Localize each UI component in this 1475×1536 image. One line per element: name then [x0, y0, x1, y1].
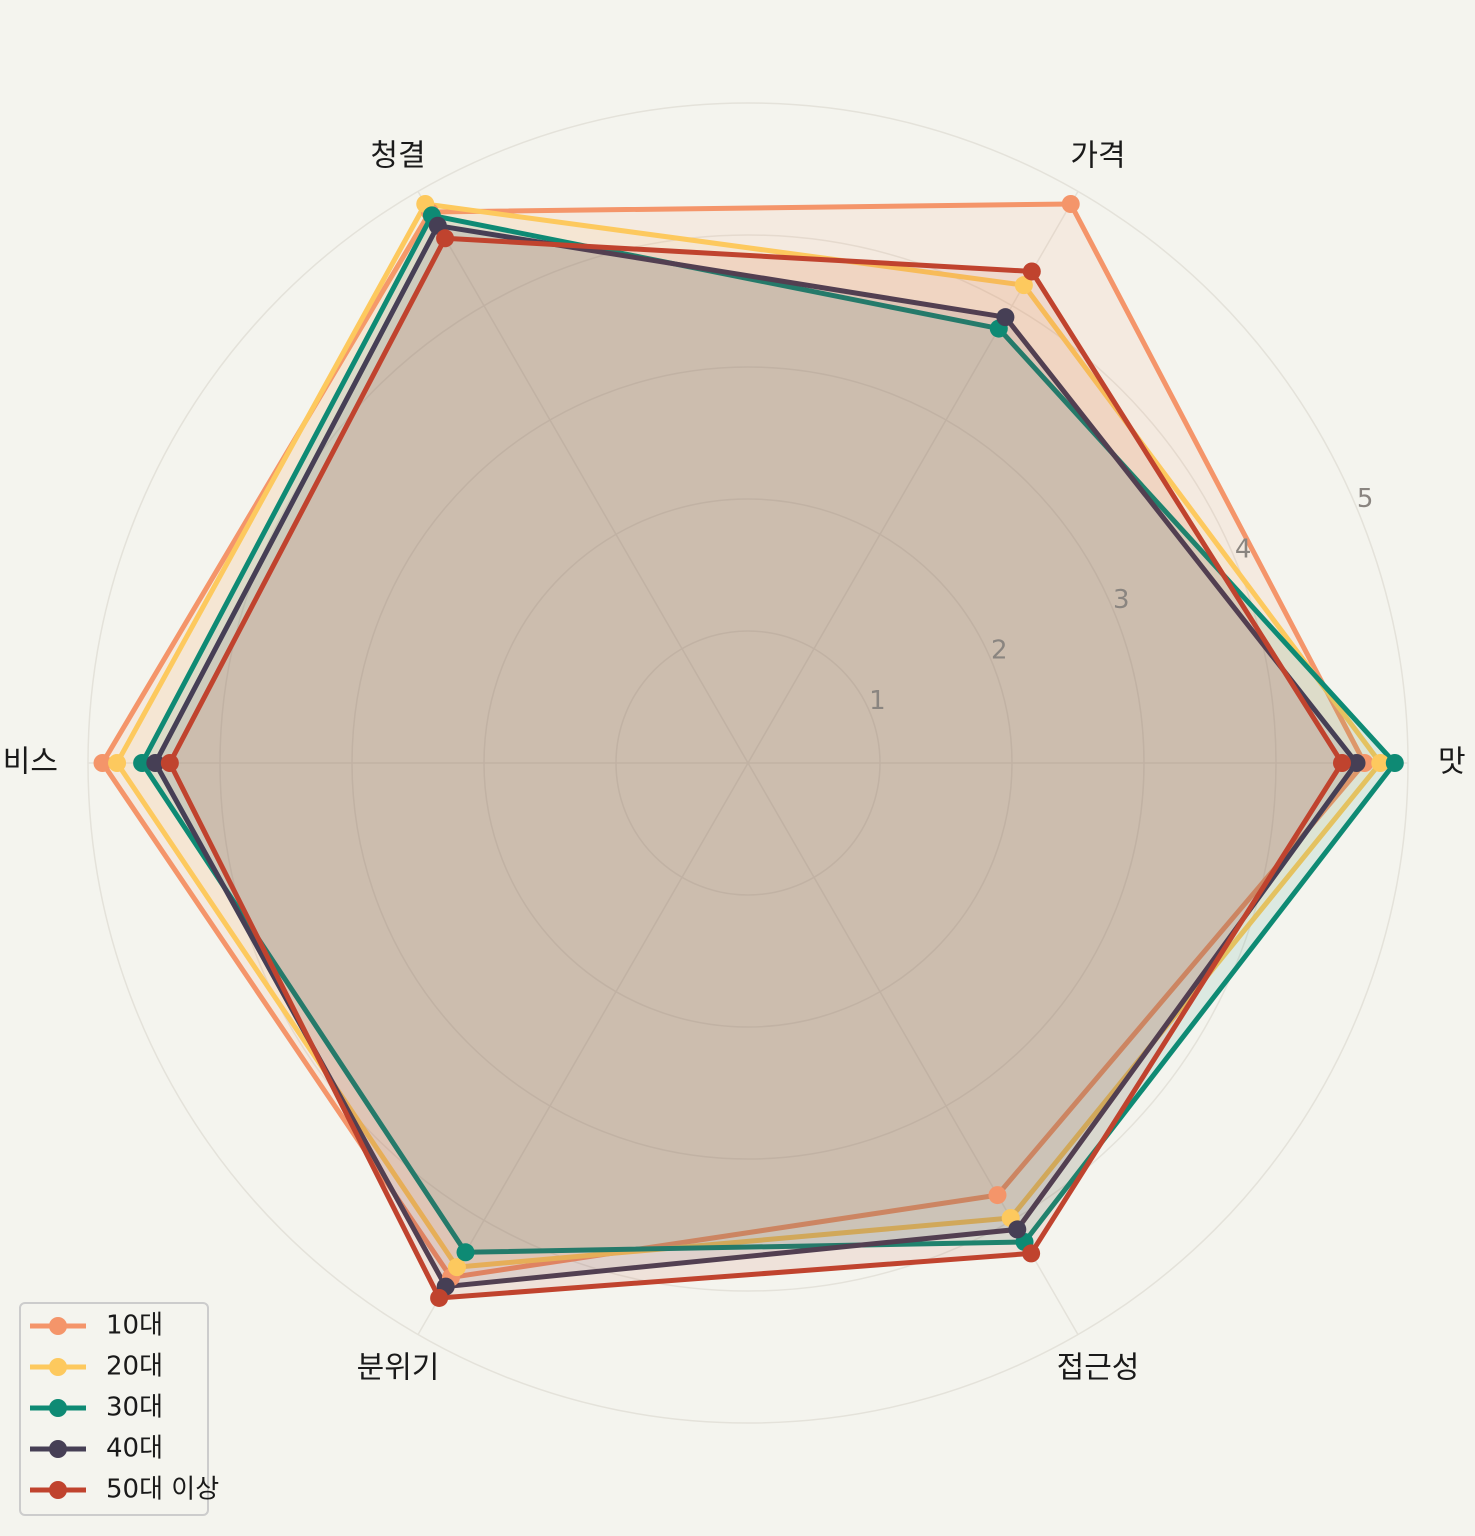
legend-box	[19, 1302, 209, 1516]
data-point	[1014, 276, 1033, 295]
data-point	[430, 1288, 449, 1307]
data-point	[1008, 1220, 1027, 1239]
legend-label: 30대	[106, 1393, 163, 1423]
r-tick-label: 3	[1113, 585, 1130, 615]
spoke	[417, 191, 749, 764]
data-point	[1022, 1244, 1041, 1263]
data-point	[108, 754, 127, 772]
axis-label: 분위기	[357, 1351, 440, 1386]
legend-label: 10대	[106, 1311, 163, 1341]
r-tick-label: 2	[991, 635, 1008, 665]
legend: 10대 20대 30대 40대 50대 이상	[19, 1302, 219, 1516]
legend-marker	[49, 1481, 67, 1499]
legend-label: 20대	[106, 1352, 163, 1382]
r-tick-label: 4	[1235, 534, 1252, 564]
spoke	[417, 762, 749, 1335]
legend-marker	[49, 1317, 67, 1335]
legend-marker	[49, 1399, 67, 1417]
axis-label: 맛	[1438, 745, 1466, 780]
legend-marker	[49, 1440, 67, 1458]
data-point	[1371, 754, 1390, 772]
axis-label: 가격	[1070, 138, 1125, 173]
r-tick-label: 5	[1357, 484, 1374, 514]
data-point	[436, 229, 455, 248]
axis-label: 접근성	[1057, 1351, 1140, 1386]
data-point	[133, 754, 152, 772]
marks	[93, 194, 1404, 1307]
axis-label: 서비스	[0, 745, 58, 780]
data-point	[93, 754, 112, 772]
data-point	[456, 1243, 475, 1262]
data-point	[996, 308, 1015, 327]
legend-label: 50대 이상	[106, 1475, 219, 1505]
grid	[87, 102, 1409, 1424]
data-point	[1333, 754, 1351, 772]
data-point	[447, 1258, 466, 1277]
data-point	[988, 1186, 1007, 1205]
data-point	[1022, 262, 1041, 281]
r-tick-label: 1	[869, 686, 886, 716]
data-point	[160, 754, 179, 772]
data-point	[1385, 754, 1404, 772]
data-point	[1061, 194, 1080, 213]
legend-label: 40대	[106, 1434, 163, 1464]
data-point	[1347, 754, 1366, 772]
axis-label: 청결	[370, 138, 425, 173]
data-point	[146, 754, 165, 772]
legend-marker	[49, 1358, 67, 1376]
